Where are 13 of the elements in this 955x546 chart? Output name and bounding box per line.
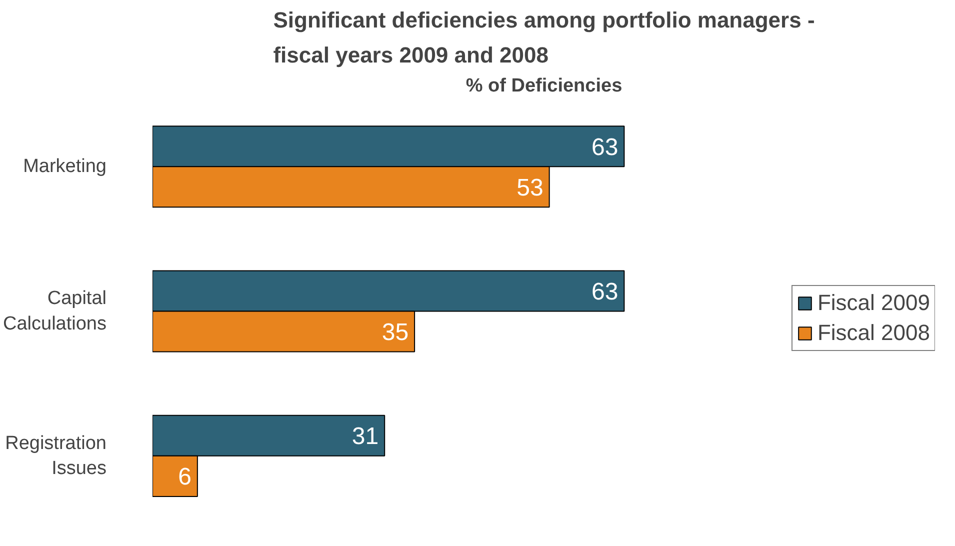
data-label: 63 — [591, 278, 618, 306]
legend-label: Fiscal 2008 — [817, 320, 930, 346]
data-label: 6 — [178, 464, 192, 491]
data-label: 35 — [382, 319, 409, 346]
data-label: 31 — [352, 423, 379, 450]
chart-title: Significant deficiencies among portfolio managers - fiscal years 2009 and 2008 — [273, 8, 815, 68]
y-tick-label: Registration Issues — [5, 432, 107, 480]
y-tick-label: Capital Calculations — [3, 288, 107, 334]
y-tick-label: Marketing — [23, 156, 106, 178]
x-axis-title: % of Deficiencies — [466, 76, 622, 96]
legend-label: Fiscal 2009 — [817, 290, 930, 316]
data-label: 63 — [591, 134, 618, 161]
data-label: 53 — [516, 174, 544, 202]
